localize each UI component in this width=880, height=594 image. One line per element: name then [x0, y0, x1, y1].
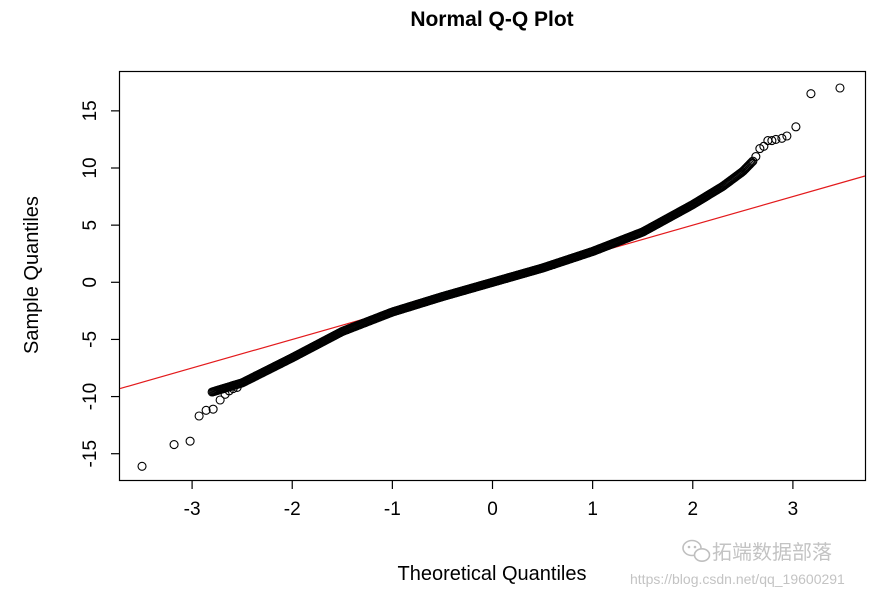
watermark: 拓端数据部落 https://blog.csdn.net/qq_19600291 — [630, 539, 845, 587]
y-tick-label: -5 — [80, 331, 101, 348]
data-points — [137, 83, 845, 471]
data-point — [782, 131, 792, 141]
data-point — [748, 156, 758, 166]
y-tick-label: 15 — [80, 100, 101, 121]
y-tick-label: 10 — [80, 157, 101, 178]
data-point — [835, 83, 845, 93]
data-point — [194, 411, 204, 421]
data-point — [745, 159, 755, 169]
plot-frame — [118, 70, 867, 482]
data-point — [208, 404, 218, 414]
x-axis-label: Theoretical Quantiles — [398, 563, 587, 585]
data-point — [228, 384, 238, 394]
y-tick-label: 5 — [80, 220, 101, 231]
x-tick-label: -1 — [384, 499, 401, 520]
data-point — [215, 395, 225, 405]
x-tick-label: 1 — [587, 499, 598, 520]
chart-title: Normal Q-Q Plot — [410, 8, 573, 31]
data-point — [137, 461, 147, 471]
y-tick-label: -15 — [80, 440, 101, 467]
x-tick-label: 0 — [487, 499, 498, 520]
x-tick-label: -2 — [284, 499, 301, 520]
y-tick-label: -10 — [80, 383, 101, 410]
x-tick-label: 3 — [788, 499, 799, 520]
x-tick-label: -3 — [184, 499, 201, 520]
y-axis-label: Sample Quantiles — [21, 196, 43, 354]
data-point — [751, 152, 761, 162]
wechat-icon — [682, 539, 711, 562]
data-point — [767, 136, 777, 146]
data-point — [232, 382, 242, 392]
x-tick-label: 2 — [687, 499, 698, 520]
y-tick-label: 0 — [80, 277, 101, 288]
watermark-label: 拓端数据部落 — [712, 541, 832, 564]
data-point — [777, 133, 787, 143]
data-point — [201, 405, 211, 415]
data-point — [746, 158, 756, 168]
data-point — [771, 134, 781, 144]
watermark-url: https://blog.csdn.net/qq_19600291 — [630, 571, 845, 587]
x-axis: -3 -2 -1 0 1 2 3 — [184, 480, 799, 520]
y-axis: -15 -10 -5 0 5 10 15 — [80, 100, 120, 467]
data-point — [806, 89, 816, 99]
data-point — [185, 436, 195, 446]
data-point — [169, 440, 179, 450]
data-point — [791, 122, 801, 132]
